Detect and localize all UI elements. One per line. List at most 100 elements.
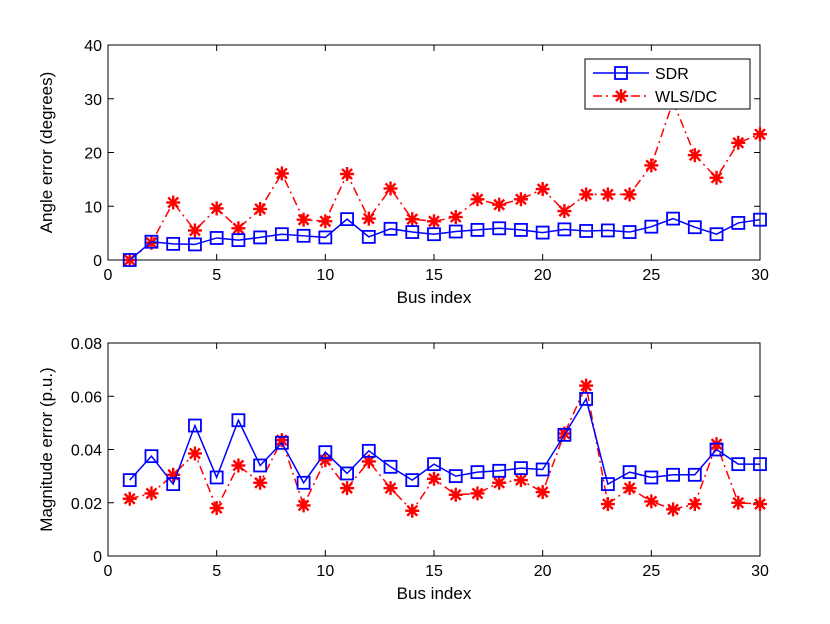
data-point: [274, 227, 289, 242]
y-tick-label: 0: [93, 253, 102, 270]
legend-box: [584, 58, 751, 110]
data-point: [340, 466, 354, 481]
x-tick-label: 5: [212, 267, 221, 284]
data-point: [535, 182, 550, 197]
data-point: [209, 201, 224, 216]
data-point: [709, 442, 724, 457]
series-sdr: [122, 392, 767, 492]
legend-entry: SDR: [593, 66, 689, 83]
data-point: [492, 463, 507, 478]
data-point: [470, 192, 485, 207]
data-point: [209, 501, 224, 516]
data-point: [166, 236, 181, 251]
x-tick-label: 15: [425, 563, 443, 580]
data-point: [514, 222, 528, 237]
data-point: [709, 170, 724, 185]
data-point: [448, 487, 463, 502]
data-point: [274, 166, 289, 181]
data-point: [383, 221, 398, 236]
data-point: [470, 486, 485, 501]
data-point: [579, 378, 594, 393]
data-point: [557, 204, 572, 219]
data-point: [296, 228, 311, 243]
x-tick-label: 5: [212, 563, 221, 580]
data-point: [231, 221, 246, 236]
y-tick-label: 0.06: [71, 389, 102, 406]
data-point: [622, 481, 637, 496]
data-point: [448, 210, 463, 224]
data-point: [340, 212, 354, 227]
series-line: [129, 396, 760, 486]
x-tick-label: 25: [642, 563, 660, 580]
data-point: [274, 435, 289, 450]
data-point: [579, 187, 594, 202]
x-tick-label: 30: [751, 267, 769, 284]
data-point: [492, 197, 507, 212]
data-point: [513, 192, 528, 207]
y-tick-label: 30: [84, 92, 102, 109]
y-tick-label: 20: [84, 146, 102, 163]
data-point: [296, 498, 311, 513]
series-sdr: [122, 211, 767, 267]
x-tick-label: 10: [316, 267, 334, 284]
x-tick-label: 20: [534, 563, 552, 580]
data-point: [361, 454, 376, 469]
x-axis-label: Bus index: [397, 288, 472, 307]
data-point: [535, 225, 550, 240]
series-line: [129, 217, 761, 261]
data-point: [188, 237, 202, 252]
y-tick-label: 10: [84, 199, 102, 216]
data-point: [535, 462, 550, 477]
data-point: [231, 413, 246, 428]
series-line: [129, 99, 761, 261]
data-point: [166, 477, 181, 492]
data-point: [600, 477, 615, 492]
data-point: [731, 457, 746, 472]
data-point: [622, 465, 637, 480]
data-point: [448, 224, 463, 239]
legend-marker: [614, 89, 628, 103]
legend-label: SDR: [655, 66, 689, 83]
data-point: [514, 461, 528, 476]
y-tick-label: 0: [93, 549, 102, 566]
data-point: [666, 502, 681, 517]
x-axis-label: Bus index: [397, 584, 472, 603]
data-point: [144, 449, 159, 464]
data-point: [753, 212, 767, 227]
data-point: [731, 216, 746, 230]
data-point: [557, 427, 572, 442]
data-point: [600, 497, 615, 512]
data-point: [144, 234, 159, 249]
data-point: [492, 221, 507, 236]
x-tick-label: 25: [642, 267, 660, 284]
data-point: [253, 475, 268, 490]
data-point: [253, 458, 268, 473]
data-point: [340, 167, 355, 181]
data-point: [427, 214, 441, 229]
data-point: [753, 457, 767, 472]
data-point: [122, 491, 137, 506]
data-point: [600, 187, 615, 202]
data-point: [513, 473, 528, 488]
data-point: [274, 433, 289, 448]
data-point: [405, 473, 420, 488]
data-point: [427, 471, 441, 486]
data-point: [579, 392, 594, 406]
data-point: [687, 220, 702, 235]
y-tick-label: 40: [84, 38, 102, 55]
data-point: [253, 201, 268, 216]
data-point: [687, 148, 702, 163]
magnitude-error-chart: 0 5 10 15 20 25 30 0 0.02 0.04 0.06 0.08 Bus index Ma…: [37, 336, 769, 603]
series-wls-dc: [122, 94, 767, 267]
data-point: [687, 497, 702, 512]
data-point: [470, 465, 485, 480]
data-point: [340, 481, 355, 496]
data-point: [383, 181, 398, 196]
data-point: [166, 195, 181, 210]
legend-entry: WLS/DC: [593, 89, 717, 106]
x-tick-label: 15: [425, 267, 443, 284]
x-tick-label: 0: [104, 563, 113, 580]
data-point: [405, 212, 420, 227]
data-point: [361, 211, 376, 226]
